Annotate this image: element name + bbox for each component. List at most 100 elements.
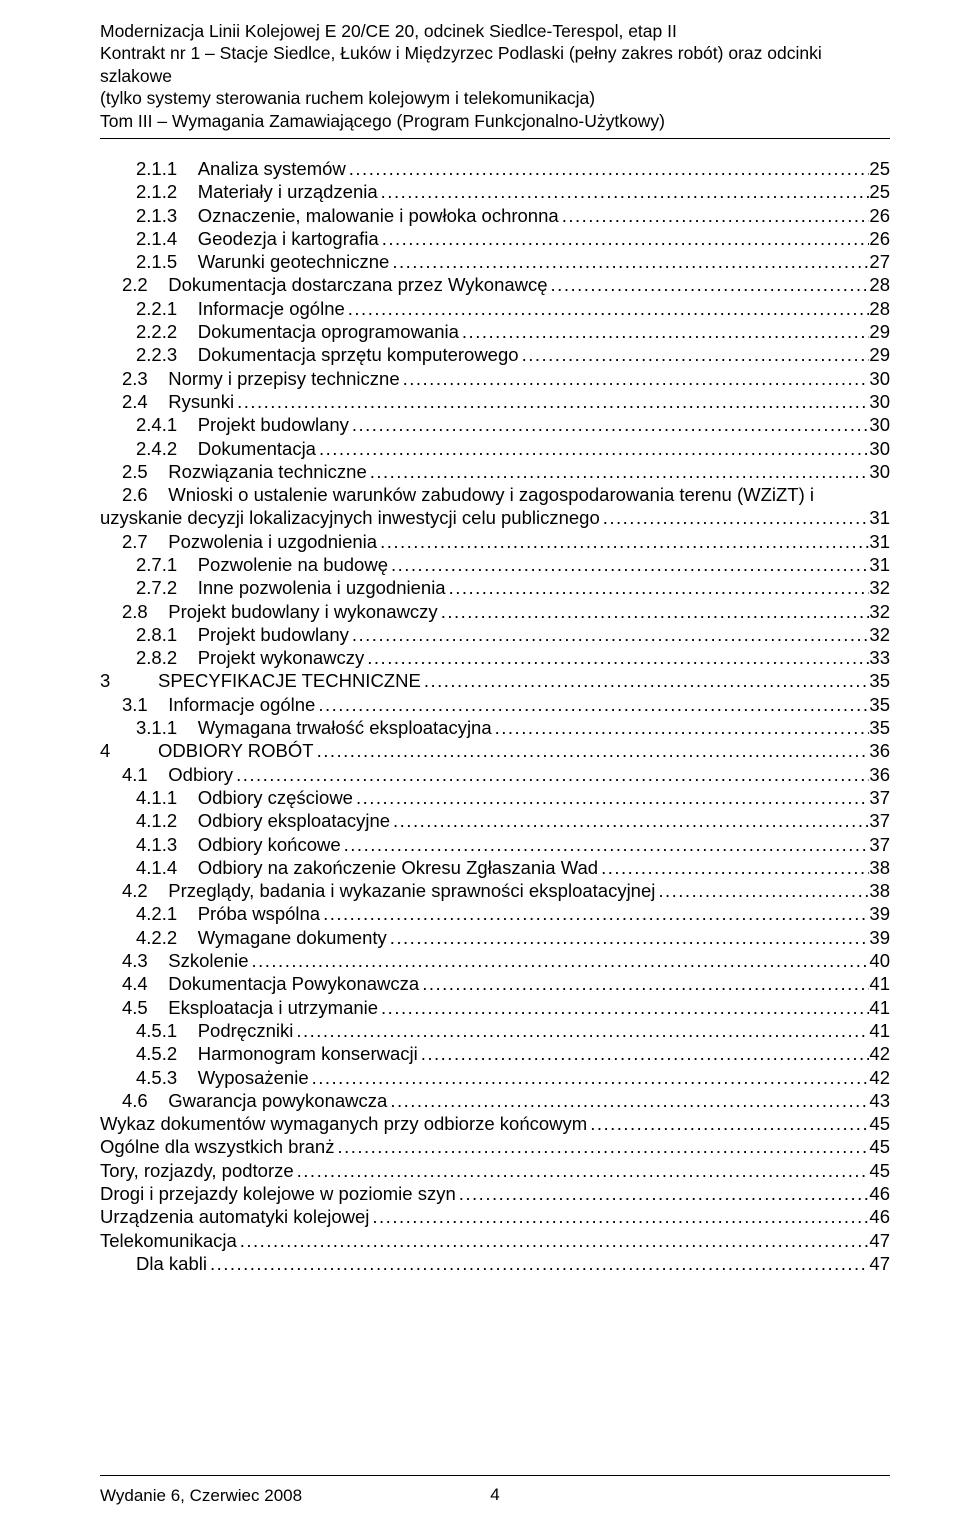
toc-label: Rozwiązania techniczne bbox=[168, 460, 366, 483]
toc-label: Wnioski o ustalenie warunków zabudowy i … bbox=[168, 483, 814, 506]
toc-entry: 2.2 Dokumentacja dostarczana przez Wykon… bbox=[100, 273, 890, 296]
toc-label: Wyposażenie bbox=[198, 1066, 309, 1089]
toc-gap bbox=[148, 390, 169, 413]
toc-label: ODBIORY ROBÓT bbox=[158, 739, 314, 762]
toc-number: 4.5 bbox=[122, 996, 148, 1019]
toc-gap bbox=[148, 367, 169, 390]
toc-dot-leader: ........................................… bbox=[387, 926, 870, 949]
toc-entry: 2.7.2 Inne pozwolenia i uzgodnienia.....… bbox=[100, 576, 890, 599]
toc-page-number: 41 bbox=[869, 972, 890, 995]
header-line: Tom III – Wymagania Zamawiającego (Progr… bbox=[100, 110, 890, 132]
toc-page-number: 46 bbox=[869, 1205, 890, 1228]
toc-dot-leader: ........................................… bbox=[249, 949, 870, 972]
toc-dot-leader: ........................................… bbox=[418, 1042, 870, 1065]
toc-gap bbox=[177, 833, 198, 856]
toc-dot-leader: ........................................… bbox=[438, 600, 870, 623]
toc-entry: 2.2.3 Dokumentacja sprzętu komputerowego… bbox=[100, 343, 890, 366]
toc-page-number: 32 bbox=[869, 600, 890, 623]
toc-dot-leader: ........................................… bbox=[309, 1066, 870, 1089]
toc-gap bbox=[148, 460, 169, 483]
toc-number: 2.7 bbox=[122, 530, 148, 553]
toc-number: 3.1.1 bbox=[136, 716, 177, 739]
toc-label: Wymagana trwałość eksploatacyjna bbox=[198, 716, 492, 739]
toc-page-number: 37 bbox=[869, 809, 890, 832]
toc-gap bbox=[177, 1019, 198, 1042]
toc-gap bbox=[177, 576, 198, 599]
toc-dot-leader: ........................................… bbox=[389, 250, 869, 273]
toc-number: 2.8.2 bbox=[136, 646, 177, 669]
toc-gap bbox=[148, 949, 169, 972]
toc-page-number: 25 bbox=[869, 180, 890, 203]
toc-entry: Ogólne dla wszystkich branż.............… bbox=[100, 1135, 890, 1158]
toc-page-number: 31 bbox=[869, 553, 890, 576]
toc-page-number: 33 bbox=[869, 646, 890, 669]
toc-dot-leader: ........................................… bbox=[233, 763, 869, 786]
toc-dot-leader: ........................................… bbox=[315, 693, 869, 716]
toc-entry: Urządzenia automatyki kolejowej.........… bbox=[100, 1205, 890, 1228]
toc-entry: 3.1.1 Wymagana trwałość eksploatacyjna..… bbox=[100, 716, 890, 739]
footer-page-number: 4 bbox=[100, 1485, 890, 1505]
toc-gap bbox=[148, 996, 169, 1019]
toc-label: Inne pozwolenia i uzgodnienia bbox=[198, 576, 446, 599]
toc-page-number: 38 bbox=[869, 856, 890, 879]
toc-label: Szkolenie bbox=[168, 949, 248, 972]
toc-label: Dokumentacja bbox=[198, 437, 316, 460]
toc-page-number: 30 bbox=[869, 437, 890, 460]
toc-gap bbox=[177, 856, 198, 879]
toc-number: 2.6 bbox=[122, 483, 148, 506]
toc-gap bbox=[148, 972, 169, 995]
toc-entry: 4.2 Przeglądy, badania i wykazanie spraw… bbox=[100, 879, 890, 902]
toc-dot-leader: ........................................… bbox=[207, 1252, 869, 1275]
toc-page-number: 42 bbox=[869, 1042, 890, 1065]
toc-entry: 3.1 Informacje ogólne...................… bbox=[100, 693, 890, 716]
toc-dot-leader: ........................................… bbox=[459, 320, 870, 343]
toc-dot-leader: ........................................… bbox=[378, 180, 870, 203]
toc-number: 4.3 bbox=[122, 949, 148, 972]
toc-entry: 2.8.1 Projekt budowlany.................… bbox=[100, 623, 890, 646]
toc-gap bbox=[177, 1066, 198, 1089]
toc-entry: 4.2.2 Wymagane dokumenty................… bbox=[100, 926, 890, 949]
toc-label: Dokumentacja Powykonawcza bbox=[168, 972, 419, 995]
toc-gap bbox=[148, 763, 169, 786]
toc-page-number: 47 bbox=[869, 1252, 890, 1275]
toc-dot-leader: ........................................… bbox=[237, 1229, 870, 1252]
toc-number: 4.5.1 bbox=[136, 1019, 177, 1042]
toc-dot-leader: ........................................… bbox=[345, 297, 870, 320]
toc-gap bbox=[177, 204, 198, 227]
toc-page-number: 25 bbox=[869, 157, 890, 180]
toc-number: 2.1.3 bbox=[136, 204, 177, 227]
toc-label: Urządzenia automatyki kolejowej bbox=[100, 1205, 369, 1228]
toc-dot-leader: ........................................… bbox=[234, 390, 869, 413]
toc-label: Projekt budowlany bbox=[198, 413, 349, 436]
toc-gap bbox=[177, 623, 198, 646]
toc-page-number: 32 bbox=[869, 623, 890, 646]
toc-entry: 2.8 Projekt budowlany i wykonawczy......… bbox=[100, 600, 890, 623]
toc-dot-leader: ........................................… bbox=[367, 460, 870, 483]
page-footer: Wydanie 6, Czerwiec 2008 4 bbox=[100, 1475, 890, 1506]
toc-gap bbox=[177, 297, 198, 320]
toc-number: 2.1.1 bbox=[136, 157, 177, 180]
toc-label: Geodezja i kartografia bbox=[198, 227, 379, 250]
toc-gap bbox=[148, 693, 169, 716]
toc-page-number: 30 bbox=[869, 367, 890, 390]
toc-dot-leader: ........................................… bbox=[320, 902, 869, 925]
toc-number: 2.2.1 bbox=[136, 297, 177, 320]
toc-entry: 4ODBIORY ROBÓT..........................… bbox=[100, 739, 890, 762]
toc-label: Normy i przepisy techniczne bbox=[168, 367, 399, 390]
toc-gap bbox=[177, 250, 198, 273]
toc-entry: Tory, rozjazdy, podtorze................… bbox=[100, 1159, 890, 1182]
toc-number: 2.2.3 bbox=[136, 343, 177, 366]
toc-page-number: 42 bbox=[869, 1066, 890, 1089]
toc-dot-leader: ........................................… bbox=[600, 506, 870, 529]
toc-dot-leader: ........................................… bbox=[655, 879, 869, 902]
toc-dot-leader: ........................................… bbox=[559, 204, 870, 227]
toc-page-number: 37 bbox=[869, 833, 890, 856]
toc-dot-leader: ........................................… bbox=[519, 343, 870, 366]
toc-number: 2.4 bbox=[122, 390, 148, 413]
toc-dot-leader: ........................................… bbox=[377, 530, 869, 553]
toc-dot-leader: ........................................… bbox=[379, 227, 870, 250]
toc-entry: 3SPECYFIKACJE TECHNICZNE................… bbox=[100, 669, 890, 692]
header-line: Modernizacja Linii Kolejowej E 20/CE 20,… bbox=[100, 20, 890, 42]
toc-gap bbox=[177, 786, 198, 809]
toc-entry: 4.5.1 Podręczniki.......................… bbox=[100, 1019, 890, 1042]
